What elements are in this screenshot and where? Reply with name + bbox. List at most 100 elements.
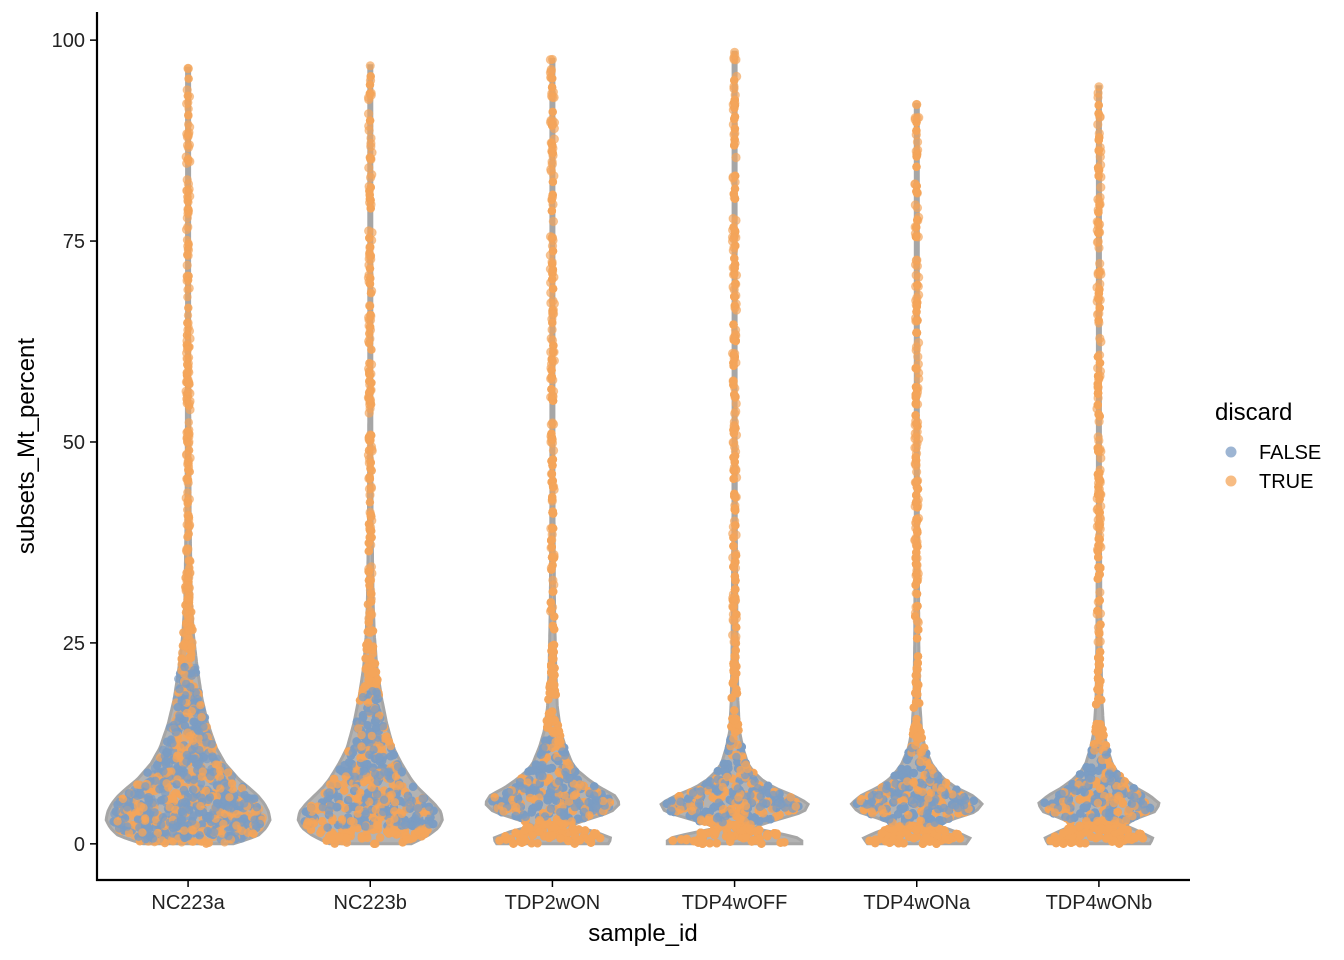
point-false bbox=[554, 756, 563, 766]
point-true bbox=[535, 815, 544, 825]
violin-NC223b bbox=[296, 61, 444, 848]
point-true bbox=[184, 74, 193, 83]
point-false bbox=[361, 809, 370, 819]
point-true bbox=[204, 838, 213, 847]
point-true bbox=[546, 288, 556, 298]
point-false bbox=[372, 790, 382, 799]
point-true bbox=[183, 292, 192, 302]
point-false bbox=[124, 789, 134, 798]
point-false bbox=[239, 799, 249, 808]
point-true bbox=[227, 779, 237, 788]
point-true bbox=[201, 786, 211, 795]
point-true bbox=[353, 823, 362, 833]
point-true bbox=[340, 786, 349, 795]
point-true bbox=[187, 825, 196, 835]
point-true bbox=[359, 778, 368, 787]
point-false bbox=[378, 722, 388, 731]
point-true bbox=[547, 325, 557, 335]
point-false bbox=[193, 760, 203, 769]
point-true bbox=[135, 807, 144, 816]
point-false bbox=[141, 782, 150, 791]
point-false bbox=[429, 806, 438, 815]
point-false bbox=[418, 794, 427, 803]
point-true bbox=[183, 522, 194, 532]
point-true bbox=[215, 766, 225, 775]
point-true bbox=[545, 688, 554, 698]
point-max bbox=[547, 54, 557, 64]
point-false bbox=[168, 739, 177, 748]
point-true bbox=[184, 572, 194, 583]
point-true bbox=[184, 110, 193, 120]
point-false bbox=[202, 738, 211, 747]
point-true bbox=[184, 283, 194, 293]
point-false bbox=[148, 834, 158, 843]
point-false bbox=[180, 691, 190, 700]
point-true bbox=[550, 823, 559, 832]
point-true bbox=[547, 669, 556, 678]
point-true bbox=[548, 445, 559, 456]
point-true bbox=[556, 834, 565, 843]
point-true bbox=[546, 392, 556, 402]
point-true bbox=[367, 731, 376, 741]
point-true bbox=[364, 336, 374, 346]
point-true bbox=[549, 134, 559, 144]
point-true bbox=[366, 90, 376, 100]
point-false bbox=[197, 793, 206, 802]
point-true bbox=[197, 712, 206, 722]
point-false bbox=[370, 705, 380, 714]
point-false bbox=[211, 803, 220, 812]
point-true bbox=[342, 833, 351, 843]
point-true bbox=[157, 836, 166, 845]
point-true bbox=[365, 75, 376, 86]
point-true bbox=[184, 303, 193, 312]
point-true bbox=[198, 767, 207, 776]
point-false bbox=[197, 820, 207, 829]
point-false bbox=[175, 685, 184, 694]
point-true bbox=[548, 653, 557, 662]
point-true bbox=[511, 828, 520, 837]
point-true bbox=[364, 433, 374, 443]
point-true bbox=[196, 802, 205, 811]
point-true bbox=[370, 839, 379, 848]
point-true bbox=[547, 496, 557, 506]
point-true bbox=[162, 779, 171, 788]
point-true bbox=[547, 241, 558, 251]
point-true bbox=[364, 473, 374, 484]
point-true bbox=[185, 614, 195, 624]
point-false bbox=[163, 748, 172, 757]
point-true bbox=[364, 226, 374, 236]
point-true bbox=[219, 819, 228, 829]
point-false bbox=[397, 767, 406, 776]
point-false bbox=[504, 787, 514, 797]
point-false bbox=[544, 764, 554, 773]
point-false bbox=[369, 745, 378, 754]
point-true bbox=[367, 345, 376, 354]
point-true bbox=[183, 478, 193, 488]
point-false bbox=[363, 721, 372, 730]
point-false bbox=[379, 795, 389, 804]
point-true bbox=[367, 169, 377, 180]
point-false bbox=[332, 802, 341, 812]
point-true bbox=[549, 299, 559, 309]
point-false bbox=[343, 796, 353, 805]
point-true bbox=[183, 250, 193, 261]
point-true bbox=[564, 836, 573, 846]
point-true bbox=[549, 580, 559, 590]
point-true bbox=[499, 807, 508, 816]
point-true bbox=[183, 374, 193, 384]
point-false bbox=[196, 779, 206, 788]
point-false bbox=[546, 804, 556, 813]
point-false bbox=[371, 716, 380, 726]
point-true bbox=[365, 394, 375, 405]
point-true bbox=[220, 838, 229, 847]
point-false bbox=[531, 786, 540, 795]
point-false bbox=[123, 803, 132, 812]
point-false bbox=[208, 752, 217, 761]
point-false bbox=[558, 747, 567, 756]
point-false bbox=[195, 745, 204, 755]
point-true bbox=[182, 336, 192, 346]
point-true bbox=[328, 780, 337, 790]
point-true bbox=[366, 594, 376, 604]
point-true bbox=[549, 640, 559, 650]
